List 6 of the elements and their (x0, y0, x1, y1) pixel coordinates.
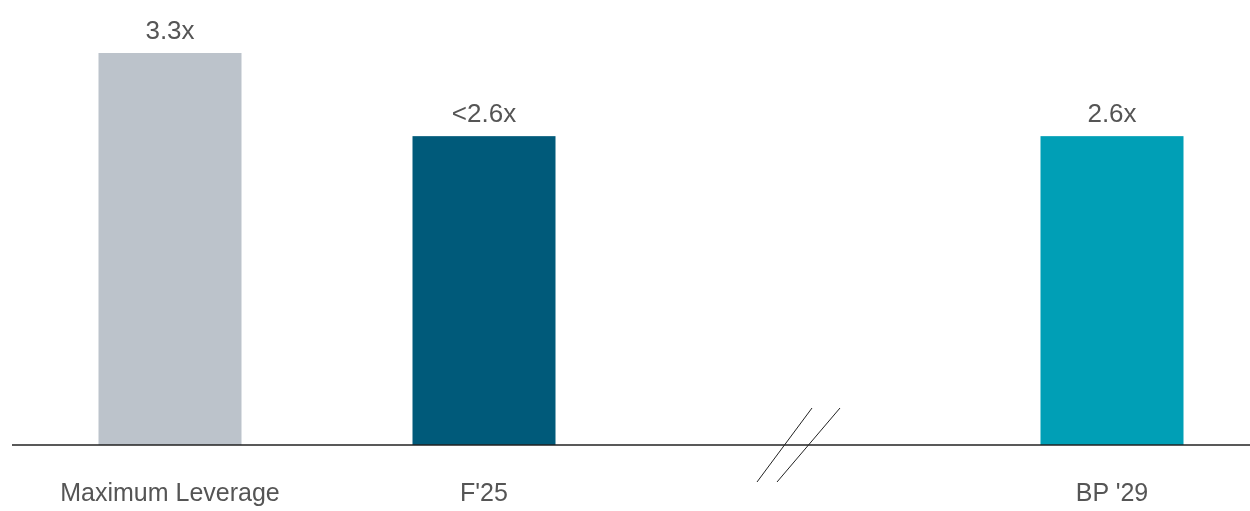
data-label: 3.3x (145, 15, 195, 45)
x-tick-label: BP '29 (1075, 478, 1149, 506)
x-tick-label: Maximum Leverage (60, 478, 280, 506)
data-label: <2.6x (451, 98, 517, 129)
data-label: 2.6x (1087, 98, 1137, 129)
x-tick-label: F'25 (460, 478, 508, 506)
